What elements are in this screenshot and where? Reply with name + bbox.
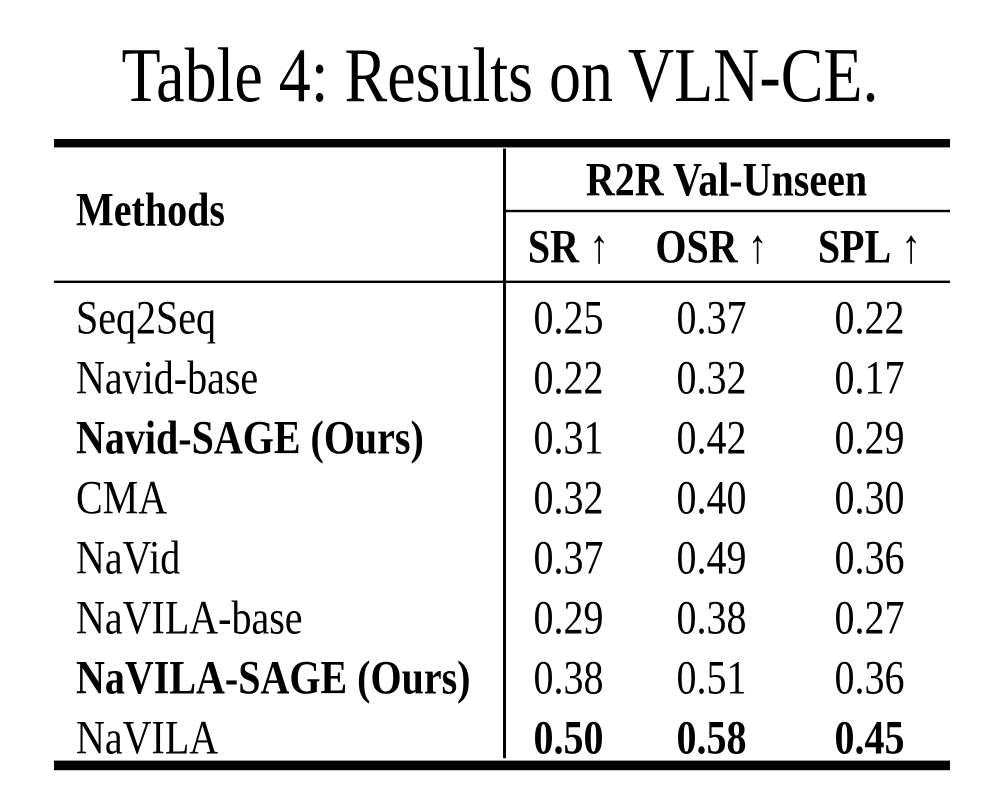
col-header-osr-label: OSR [655,219,738,274]
up-arrow-icon: ↑ [901,219,922,274]
value-cell: 0.45 [834,709,905,764]
table-row: CMA 0.32 0.40 0.30 [54,463,950,524]
table-row: NaVILA 0.50 0.58 0.45 [54,703,950,764]
value-cell: 0.37 [533,529,604,584]
value-cell: 0.36 [834,529,905,584]
value-cell: 0.50 [533,709,604,764]
up-arrow-icon: ↑ [589,219,610,274]
value-cell: 0.58 [676,709,747,764]
value-cell: 0.22 [533,349,604,404]
header-body-rule [54,280,950,283]
methods-header: Methods [76,182,225,237]
top-rule [54,139,950,148]
value-cell: 0.38 [533,649,604,704]
value-cell: 0.25 [533,289,604,344]
method-cell: NaVILA [76,709,219,764]
table-row: NaVILA-base 0.29 0.38 0.27 [54,583,950,644]
col-header-osr: OSR ↑ [634,212,789,280]
up-arrow-icon: ↑ [747,219,768,274]
value-cell: 0.32 [533,469,604,524]
column-separator-line [503,148,506,759]
table-row: Navid-SAGE (Ours) 0.31 0.42 0.29 [54,403,950,464]
table-row: NaVILA-SAGE (Ours) 0.38 0.51 0.36 [54,643,950,704]
value-cell: 0.51 [676,649,747,704]
value-cell: 0.38 [676,589,747,644]
method-cell: NaVILA-SAGE (Ours) [76,649,471,704]
table-caption: Table 4: Results on VLN-CE. [121,32,879,118]
method-cell: NaVILA-base [76,589,303,644]
value-cell: 0.29 [834,409,905,464]
table-row: Seq2Seq 0.25 0.37 0.22 [54,283,950,344]
table-row: NaVid 0.37 0.49 0.36 [54,523,950,584]
group-header-r2r-val-unseen: R2R Val-Unseen [585,151,868,206]
column-header-row: SR ↑ OSR ↑ SPL ↑ [503,212,950,280]
method-cell: Navid-base [76,349,259,404]
value-cell: 0.31 [533,409,604,464]
method-cell: Navid-SAGE (Ours) [76,409,424,464]
bottom-rule [54,760,950,771]
value-cell: 0.17 [834,349,905,404]
col-header-spl: SPL ↑ [789,212,950,280]
value-cell: 0.37 [676,289,747,344]
value-cell: 0.36 [834,649,905,704]
value-cell: 0.40 [676,469,747,524]
value-cell: 0.32 [676,349,747,404]
value-cell: 0.29 [533,589,604,644]
value-cell: 0.42 [676,409,747,464]
table-body: Seq2Seq 0.25 0.37 0.22 Navid-base 0.22 0… [54,283,950,764]
group-header-underline [503,209,950,213]
col-header-sr-label: SR [527,219,580,274]
value-cell: 0.49 [676,529,747,584]
results-table: Methods R2R Val-Unseen SR ↑ OSR ↑ SPL ↑ … [54,139,950,771]
value-cell: 0.27 [834,589,905,644]
col-header-spl-label: SPL [817,219,892,274]
value-cell: 0.22 [834,289,905,344]
method-cell: CMA [76,469,168,524]
method-cell: Seq2Seq [76,289,216,344]
table-row: Navid-base 0.22 0.32 0.17 [54,343,950,404]
col-header-sr: SR ↑ [503,212,634,280]
value-cell: 0.30 [834,469,905,524]
method-cell: NaVid [76,529,181,584]
